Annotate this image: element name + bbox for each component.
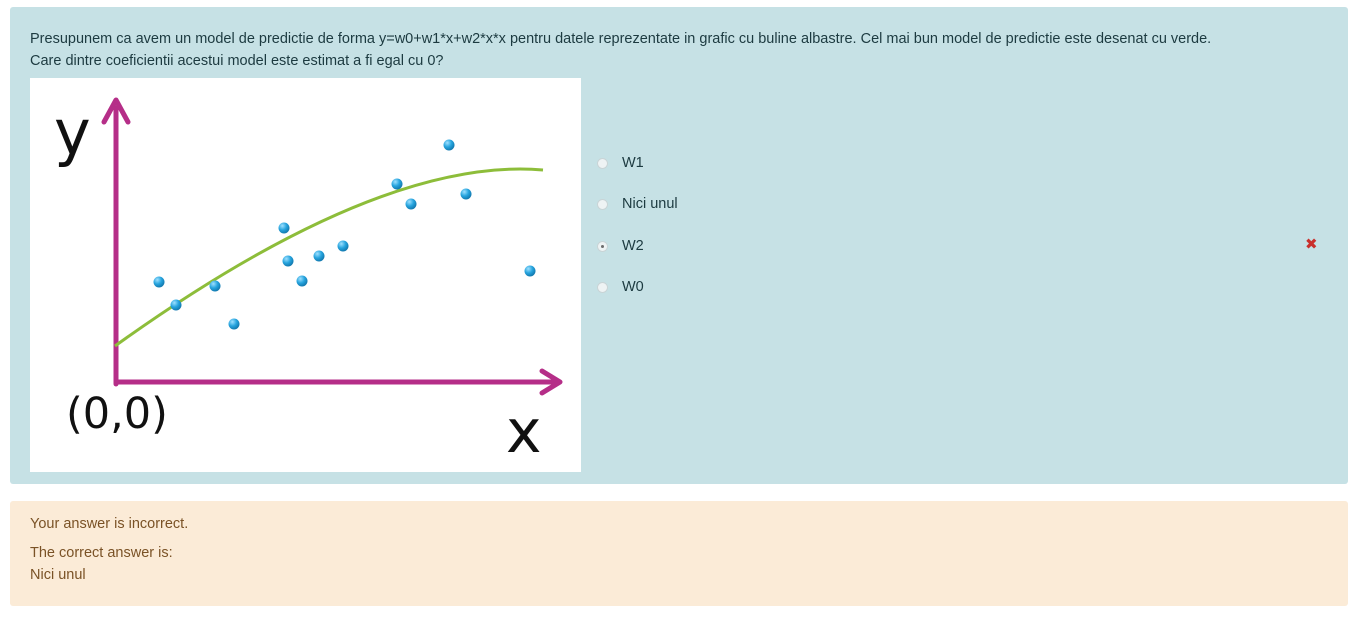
- option-label: W0: [622, 279, 644, 295]
- data-point: [405, 198, 417, 210]
- cross-icon: ✖: [1305, 236, 1318, 253]
- data-point: [209, 280, 221, 292]
- radio-button[interactable]: [597, 157, 608, 169]
- question-figure: y x (0,0): [30, 78, 581, 472]
- data-point: [228, 318, 240, 330]
- feedback-panel: Your answer is incorrect. The correct an…: [10, 501, 1348, 606]
- option-nici-unul[interactable]: Nici unul: [597, 191, 1317, 217]
- option-label: W2: [622, 238, 644, 254]
- question-panel: Presupunem ca avem un model de predictie…: [10, 7, 1348, 484]
- question-text: Presupunem ca avem un model de predictie…: [30, 28, 1320, 72]
- option-w1[interactable]: W1: [597, 150, 1317, 176]
- radio-button[interactable]: [597, 281, 608, 293]
- y-axis-label: y: [54, 96, 91, 169]
- correct-answer-intro: The correct answer is:: [30, 545, 173, 561]
- option-w2[interactable]: W2 ✖: [597, 233, 1318, 259]
- x-axis-arrowhead: [539, 368, 563, 396]
- prediction-curve: [114, 167, 544, 348]
- data-point: [524, 265, 536, 277]
- y-axis-arrowhead: [101, 97, 131, 125]
- option-w0[interactable]: W0: [597, 274, 1317, 300]
- x-axis-label: x: [506, 397, 542, 467]
- data-point: [391, 178, 403, 190]
- data-point: [460, 188, 472, 200]
- data-point: [278, 222, 290, 234]
- data-point: [313, 250, 325, 262]
- question-text-line-2: Care dintre coeficientii acestui model e…: [30, 53, 444, 69]
- question-text-line-1: Presupunem ca avem un model de predictie…: [30, 31, 1212, 47]
- option-label: Nici unul: [622, 196, 678, 212]
- data-point: [282, 255, 294, 267]
- radio-button-selected[interactable]: [597, 240, 608, 252]
- data-point: [337, 240, 349, 252]
- data-point: [170, 299, 182, 311]
- data-points: [153, 139, 536, 330]
- correct-answer: Nici unul: [30, 567, 86, 583]
- radio-button[interactable]: [597, 198, 608, 210]
- data-point: [296, 275, 308, 287]
- option-label: W1: [622, 155, 644, 171]
- data-point: [443, 139, 455, 151]
- feedback-result: Your answer is incorrect.: [30, 516, 189, 532]
- data-point: [153, 276, 165, 288]
- regression-figure: y x (0,0): [54, 96, 563, 467]
- origin-label: (0,0): [66, 389, 168, 439]
